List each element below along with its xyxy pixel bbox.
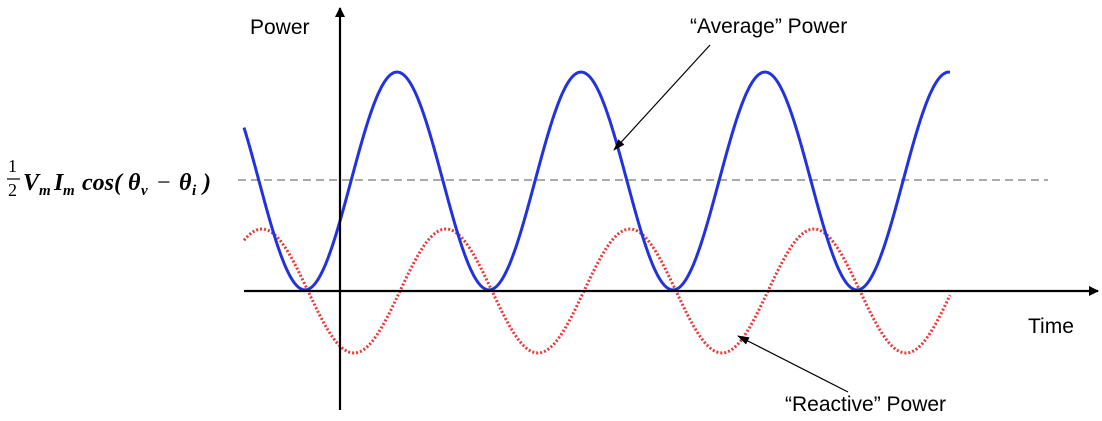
y-axis-label: Power — [250, 16, 310, 39]
formula-theta-i-subscript: i — [192, 183, 197, 199]
reactive-power-label: “Reactive” Power — [785, 393, 946, 416]
average-power-formula: 1 2 V m I m cos( θ v − θ i ) — [7, 156, 211, 200]
formula-theta-i: θ — [179, 170, 192, 196]
formula-v-subscript: m — [39, 183, 51, 199]
formula-cos: cos( — [82, 170, 124, 196]
average-power-label: “Average” Power — [690, 15, 847, 38]
average-power-curve — [242, 70, 950, 292]
formula-minus: − — [157, 170, 171, 196]
formula-v: V — [23, 170, 41, 196]
x-axis-label: Time — [1028, 315, 1074, 338]
formula-theta-v: θ — [128, 170, 141, 196]
formula-close-paren: ) — [201, 170, 211, 196]
formula-i: I — [53, 170, 65, 196]
formula-theta-v-subscript: v — [141, 183, 148, 199]
formula-fraction-denominator: 2 — [8, 180, 17, 200]
formula-i-subscript: m — [63, 183, 75, 199]
formula-fraction-numerator: 1 — [8, 156, 17, 176]
reactive-power-curve — [242, 227, 952, 355]
reactive-power-pointer-arrow — [737, 335, 849, 393]
average-power-pointer-arrow — [613, 44, 711, 151]
